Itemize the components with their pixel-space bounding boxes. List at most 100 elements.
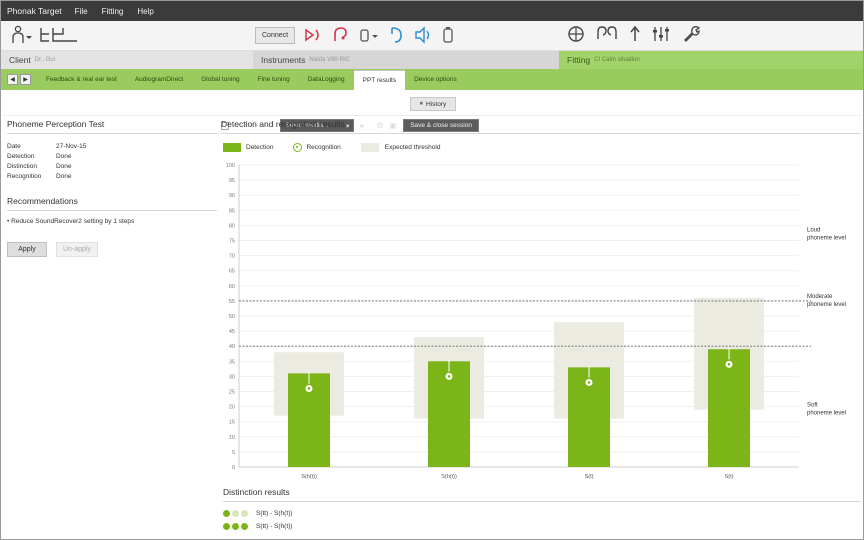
noahlink-icon[interactable]	[303, 26, 323, 44]
y-tick-label: 85	[229, 208, 235, 214]
info-value: 27-Nov-15	[56, 142, 87, 150]
upload-arrow-icon[interactable]	[629, 25, 641, 43]
save-icon[interactable]: ▣	[389, 121, 398, 130]
y-tick-label: 35	[229, 359, 235, 365]
distinction-dot	[232, 510, 239, 517]
menu-bar: Phonak Target File Fitting Help Client v…	[1, 1, 863, 132]
history-button[interactable]: ⏸ History	[410, 97, 456, 111]
tab-global-tuning[interactable]: Global tuning	[201, 76, 240, 83]
y-tick-label: 40	[229, 344, 235, 350]
client-section[interactable]: Client Dr., Gui	[1, 51, 253, 69]
sliders-icon[interactable]	[651, 25, 671, 43]
phoneme-level-label: Loud phoneme level	[807, 227, 846, 241]
x-category-label: S(h(t))	[441, 474, 457, 480]
apply-button[interactable]: Apply	[7, 242, 47, 257]
info-value: Done	[56, 172, 72, 180]
unapply-button[interactable]: Un-apply	[56, 242, 98, 257]
tab-device-options[interactable]: Device options	[414, 76, 457, 83]
y-tick-label: 30	[229, 374, 235, 380]
y-tick-label: 15	[229, 420, 235, 426]
recognition-point-center	[447, 375, 451, 378]
settings-icon[interactable]: ⚙	[376, 121, 384, 130]
distinction-label: S(tt) - S(h(t))	[256, 523, 293, 530]
sound-wave-icon[interactable]	[413, 26, 433, 44]
history-label: History	[426, 100, 447, 108]
audiogram-icon[interactable]	[39, 25, 79, 45]
detection-swatch	[223, 143, 241, 152]
tab-audiogramdirect[interactable]: AudiogramDirect	[134, 76, 184, 83]
tab-datalogging[interactable]: DataLogging	[307, 76, 345, 83]
section-header-row: Client Dr., Gui Instruments Naída V90-RI…	[1, 51, 863, 69]
battery-icon[interactable]	[441, 26, 455, 44]
play-icon[interactable]: ▸	[360, 121, 365, 130]
info-row: Detection Done	[7, 151, 217, 161]
y-tick-label: 60	[229, 284, 235, 290]
y-tick-label: 95	[229, 178, 235, 184]
ear-phone-icon[interactable]	[387, 26, 405, 44]
results-title: Detection and recognition results	[221, 119, 861, 134]
menu-fitting[interactable]: Fitting	[101, 6, 124, 16]
info-row: Distinction Done	[7, 161, 217, 171]
toolbar: Connect	[1, 21, 863, 51]
chevron-down-icon: ▾	[346, 122, 350, 130]
distinction-row: S(tt) - S(h(t))	[223, 523, 292, 530]
y-tick-label: 55	[229, 299, 235, 305]
y-tick-label: 75	[229, 239, 235, 245]
app-title: Phonak Target	[7, 6, 62, 16]
tab-fine-tuning[interactable]: Fine tuning	[257, 76, 290, 83]
ears-icon[interactable]	[595, 25, 619, 43]
info-value: Done	[56, 152, 72, 160]
y-tick-label: 70	[229, 254, 235, 260]
client-view-label: Client view	[235, 122, 267, 129]
y-tick-label: 10	[229, 435, 235, 441]
recognition-point-center	[307, 387, 311, 390]
distinction-row: S(tt) - S(h(t))	[223, 510, 292, 517]
history-icon: ⏸	[419, 100, 423, 107]
phoneme-level-label: Soft phoneme level	[807, 403, 846, 417]
divider	[3, 115, 861, 116]
tab-scroll-right-icon[interactable]: ▶	[20, 74, 31, 85]
wrench-icon[interactable]	[681, 25, 701, 43]
connect-button[interactable]: Connect	[255, 26, 296, 44]
tab-bar: ◀ ▶ Feedback & real ear test AudiogramDi…	[1, 69, 863, 90]
fitting-label: Fitting	[567, 55, 591, 65]
tab-scroll-left-icon[interactable]: ◀	[7, 74, 18, 85]
y-tick-label: 100	[226, 163, 235, 169]
distinction-dot	[232, 523, 239, 530]
select-media-dropdown[interactable]: Select media... ▾	[280, 119, 355, 132]
phoneme-level-label: Moderate phoneme level	[807, 294, 846, 308]
info-value: Done	[56, 162, 72, 170]
x-category-label: S(t)	[585, 474, 594, 480]
fitting-section[interactable]: Fitting CI Calm situation	[559, 51, 863, 69]
remote-device-icon[interactable]	[357, 26, 379, 44]
tab-ppt-results[interactable]: PPT results	[353, 70, 406, 90]
recognition-swatch	[293, 143, 303, 152]
detection-recognition-chart: 0 5 10 15 20 25 30 35 40 45 50 55 60 65 70 75 80 85 90 95 10…	[226, 163, 846, 480]
y-tick-label: 80	[229, 223, 235, 229]
x-category-label: S(t)	[725, 474, 734, 480]
legend-detection: Detection	[246, 144, 274, 151]
panel-title: Phoneme Perception Test	[7, 119, 217, 134]
recommendations-title: Recommendations	[7, 196, 217, 211]
y-tick-label: 50	[229, 314, 235, 320]
info-key: Detection	[7, 152, 35, 160]
expected-swatch	[360, 143, 379, 152]
menu-help[interactable]: Help	[137, 6, 154, 16]
y-tick-label: 0	[232, 465, 235, 471]
select-media-label: Select media...	[285, 122, 329, 129]
hearing-aid-icon[interactable]	[331, 26, 349, 44]
client-view-checkbox[interactable]	[221, 121, 229, 130]
y-tick-label: 25	[229, 390, 235, 396]
legend-expected: Expected threshold	[384, 144, 441, 151]
instruments-section[interactable]: Instruments Naída V90-RIC	[253, 51, 559, 69]
y-tick-label: 90	[229, 193, 235, 199]
save-close-session-button[interactable]: Save & close session	[403, 119, 479, 132]
legend-recognition: Recognition	[306, 144, 341, 151]
distinction-title: Distinction results	[223, 487, 861, 502]
client-person-icon[interactable]	[11, 25, 33, 45]
tab-feedback-real-ear-test[interactable]: Feedback & real ear test	[46, 76, 117, 83]
x-category-label: S(h(t))	[301, 474, 317, 480]
globe-icon[interactable]	[567, 25, 585, 43]
info-key: Recognition	[7, 172, 42, 180]
menu-file[interactable]: File	[74, 6, 88, 16]
